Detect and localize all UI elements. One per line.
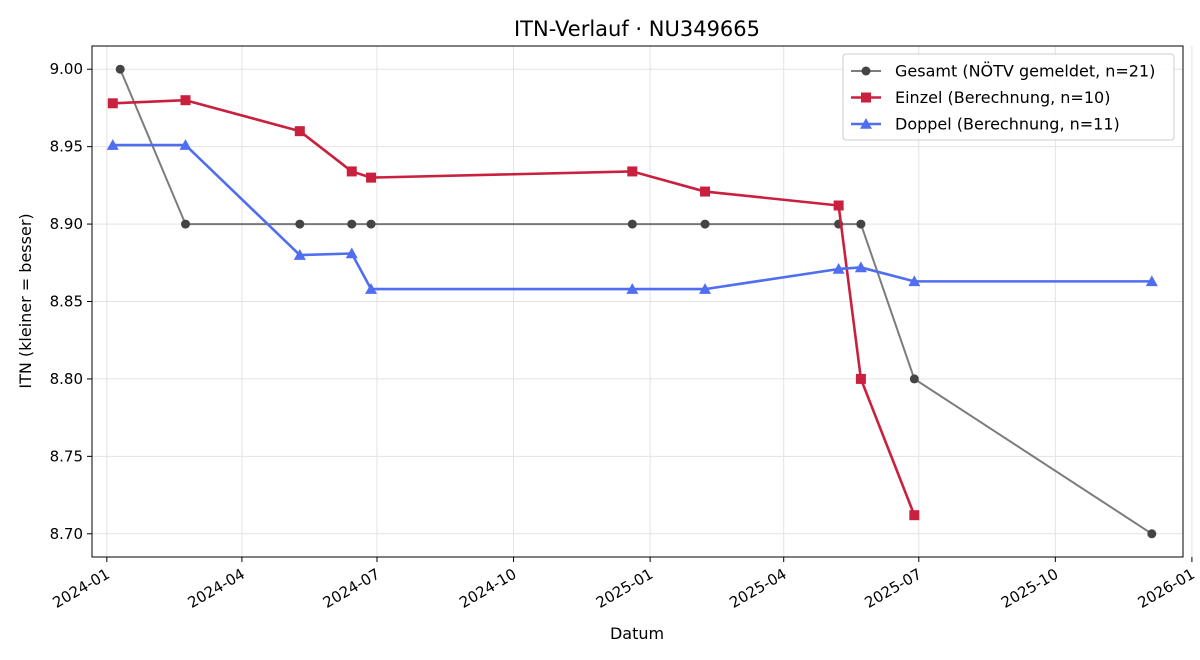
data-point bbox=[295, 219, 305, 229]
y-tick-label: 9.00 bbox=[50, 60, 83, 78]
legend-label: Einzel (Berechnung, n=10) bbox=[895, 88, 1110, 107]
y-tick-label: 8.75 bbox=[50, 447, 83, 465]
legend-marker bbox=[861, 92, 871, 103]
x-tick-label: 2025-01 bbox=[593, 565, 656, 612]
chart-title: ITN-Verlauf · NU349665 bbox=[514, 17, 760, 41]
legend-marker bbox=[860, 118, 872, 129]
y-tick-label: 8.90 bbox=[50, 215, 83, 233]
data-point bbox=[908, 275, 921, 287]
legend-label: Gesamt (NÖTV gemeldet, n=21) bbox=[895, 62, 1155, 81]
data-point bbox=[626, 283, 639, 294]
legend-item: Doppel (Berechnung, n=11) bbox=[851, 115, 1120, 134]
legend-item: Gesamt (NÖTV gemeldet, n=21) bbox=[851, 62, 1155, 81]
data-point bbox=[115, 64, 125, 74]
y-tick-label: 8.85 bbox=[50, 293, 83, 311]
data-point bbox=[294, 126, 305, 137]
data-point bbox=[699, 283, 712, 294]
data-point bbox=[179, 139, 192, 150]
data-point bbox=[856, 219, 866, 229]
data-point bbox=[855, 373, 866, 384]
data-point bbox=[366, 172, 377, 183]
data-point bbox=[1145, 275, 1158, 287]
data-point bbox=[345, 247, 358, 259]
data-point bbox=[293, 249, 306, 260]
x-tick-label: 2024-10 bbox=[456, 565, 519, 612]
data-point bbox=[700, 219, 710, 229]
legend-marker bbox=[861, 66, 871, 76]
y-tick-label: 8.80 bbox=[50, 370, 83, 388]
legend-box bbox=[842, 53, 1175, 141]
data-point bbox=[627, 219, 637, 229]
y-axis-title: ITN (kleiner = besser) bbox=[16, 213, 35, 388]
x-axis-title: Datum bbox=[610, 624, 664, 643]
x-tick-label: 2024-07 bbox=[320, 565, 383, 612]
series-doppel bbox=[106, 139, 1158, 294]
data-point bbox=[833, 200, 844, 211]
x-axis: 2024-01 2024-04 2024-07 2024-10 2025-01 2025-… bbox=[50, 557, 1198, 612]
data-point bbox=[832, 262, 845, 274]
data-point bbox=[347, 219, 357, 229]
data-point bbox=[365, 283, 378, 294]
data-point bbox=[107, 98, 118, 109]
data-point bbox=[366, 219, 376, 229]
data-point bbox=[700, 186, 711, 197]
series-gesamt bbox=[115, 64, 1157, 539]
y-axis: 8.70 8.75 8.80 8.85 8.90 8.95 9.00 bbox=[50, 60, 92, 543]
data-point bbox=[627, 166, 638, 177]
y-tick-label: 8.70 bbox=[50, 525, 83, 543]
data-point bbox=[909, 510, 920, 521]
data-point bbox=[180, 95, 191, 106]
legend: Gesamt (NÖTV gemeldet, n=21) Einzel (Bere… bbox=[842, 53, 1175, 141]
x-tick-label: 2025-07 bbox=[861, 565, 924, 612]
series-line bbox=[112, 98, 916, 516]
data-point bbox=[346, 166, 357, 177]
x-tick-label: 2024-01 bbox=[50, 565, 113, 612]
data-point bbox=[106, 139, 119, 150]
legend-item: Einzel (Berechnung, n=10) bbox=[851, 88, 1110, 107]
x-tick-label: 2024-04 bbox=[185, 565, 248, 612]
x-tick-label: 2026-01 bbox=[1135, 565, 1198, 612]
legend-label: Doppel (Berechnung, n=11) bbox=[895, 115, 1120, 134]
x-tick-label: 2025-04 bbox=[726, 565, 789, 612]
x-tick-label: 2025-10 bbox=[998, 565, 1061, 612]
data-point bbox=[854, 261, 867, 273]
data-point bbox=[181, 219, 191, 229]
series-layer bbox=[106, 64, 1158, 539]
series-einzel bbox=[107, 95, 920, 521]
data-point bbox=[1147, 529, 1157, 539]
y-tick-label: 8.95 bbox=[50, 138, 83, 156]
data-point bbox=[909, 374, 919, 384]
